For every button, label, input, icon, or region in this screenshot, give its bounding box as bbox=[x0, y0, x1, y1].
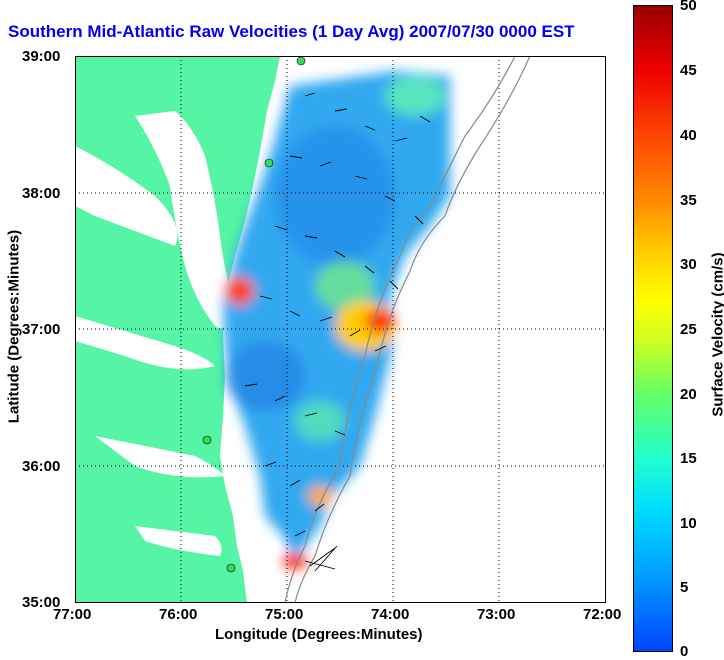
x-tick: 73:00 bbox=[477, 606, 515, 623]
y-tick: 36:00 bbox=[22, 458, 60, 475]
colorbar-tick: 40 bbox=[680, 127, 697, 144]
colorbar-tick: 5 bbox=[680, 579, 688, 596]
x-axis-label: Longitude (Degrees:Minutes) bbox=[215, 626, 423, 643]
colorbar-tick: 0 bbox=[680, 643, 688, 660]
colorbar-tick: 50 bbox=[680, 0, 697, 14]
colorbar-label: Surface Velocity (cm/s) bbox=[710, 235, 724, 435]
x-tick: 76:00 bbox=[159, 606, 197, 623]
y-tick: 39:00 bbox=[22, 48, 60, 65]
colorbar bbox=[633, 5, 673, 652]
map-title: Southern Mid-Atlantic Raw Velocities (1 … bbox=[8, 22, 575, 42]
y-axis-label: Latitude (Degrees:Minutes) bbox=[6, 227, 23, 427]
y-tick: 38:00 bbox=[22, 185, 60, 202]
x-tick: 75:00 bbox=[265, 606, 303, 623]
colorbar-tick: 25 bbox=[680, 321, 697, 338]
x-tick: 77:00 bbox=[53, 606, 91, 623]
colorbar-tick: 10 bbox=[680, 515, 697, 532]
x-tick: 74:00 bbox=[371, 606, 409, 623]
colorbar-tick: 30 bbox=[680, 256, 697, 273]
colorbar-tick: 35 bbox=[680, 192, 697, 209]
map-svg bbox=[75, 56, 606, 603]
y-tick: 37:00 bbox=[22, 321, 60, 338]
colorbar-tick: 45 bbox=[680, 62, 697, 79]
map-plot-area bbox=[75, 56, 606, 603]
colorbar-tick: 20 bbox=[680, 386, 697, 403]
x-tick: 72:00 bbox=[583, 606, 621, 623]
colorbar-tick: 15 bbox=[680, 450, 697, 467]
